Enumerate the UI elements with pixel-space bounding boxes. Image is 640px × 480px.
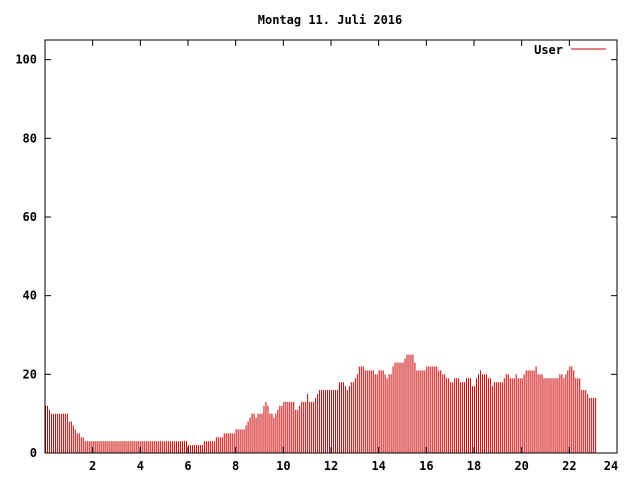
y-tick-label: 100 bbox=[15, 53, 37, 67]
x-axis: 2 4 6 8 10 12 14 16 18 20 22 24 bbox=[89, 40, 618, 473]
x-tick-label: 12 bbox=[324, 459, 338, 473]
x-tick-label: 4 bbox=[137, 459, 144, 473]
x-tick-label: 8 bbox=[232, 459, 239, 473]
y-tick-label: 20 bbox=[23, 367, 37, 381]
x-tick-label: 20 bbox=[514, 459, 528, 473]
x-tick-label: 6 bbox=[184, 459, 191, 473]
y-tick-label: 0 bbox=[30, 446, 37, 460]
x-tick-label: 2 bbox=[89, 459, 96, 473]
legend: User bbox=[534, 43, 606, 57]
y-axis: 0 20 40 60 80 100 bbox=[15, 53, 617, 460]
y-tick-label: 60 bbox=[23, 210, 37, 224]
x-tick-label: 18 bbox=[467, 459, 481, 473]
chart-title: Montag 11. Juli 2016 bbox=[258, 13, 403, 27]
x-tick-label: 24 bbox=[604, 459, 618, 473]
y-tick-label: 40 bbox=[23, 289, 37, 303]
x-tick-label: 16 bbox=[419, 459, 433, 473]
legend-label-user: User bbox=[534, 43, 563, 57]
x-tick-label: 22 bbox=[562, 459, 576, 473]
bar-series-user bbox=[45, 354, 597, 453]
x-tick-label: 10 bbox=[276, 459, 290, 473]
y-tick-label: 80 bbox=[23, 131, 37, 145]
x-tick-label: 14 bbox=[371, 459, 385, 473]
